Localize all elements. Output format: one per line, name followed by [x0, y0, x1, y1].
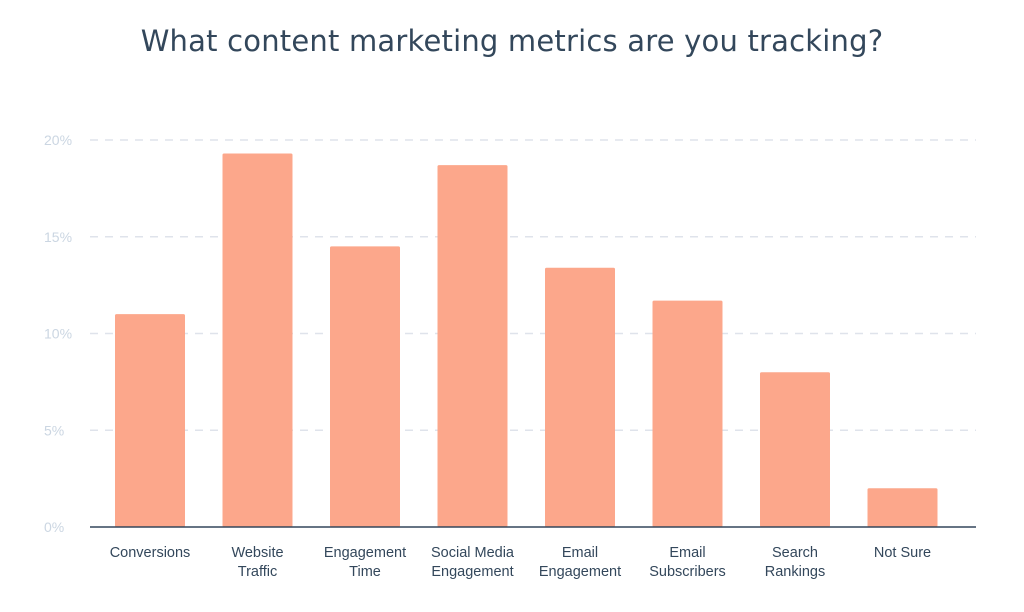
bar [867, 488, 938, 527]
x-tick-label: Conversions [110, 545, 191, 561]
bar [115, 314, 185, 527]
x-tick-label: Email Engagement [539, 545, 621, 580]
x-tick-label: Social Media Engagement [431, 545, 515, 580]
y-tick-label: 15% [44, 229, 72, 245]
x-axis-ticks: Conversions Website Traffic Engagement Time S… [110, 545, 931, 580]
x-tick-label: Engagement Time [324, 545, 406, 580]
bars [115, 153, 938, 528]
x-tick-label: Not Sure [874, 545, 931, 561]
x-tick-label: Email Subscribers [649, 545, 726, 580]
x-tick-label: Website Traffic [231, 545, 283, 580]
bar [545, 267, 615, 527]
bar [330, 246, 400, 528]
y-tick-label: 0% [44, 519, 64, 535]
y-tick-label: 20% [44, 132, 72, 148]
bar [437, 165, 508, 527]
chart-title: What content marketing metrics are you t… [140, 24, 884, 58]
y-tick-label: 5% [44, 422, 64, 438]
bar [760, 372, 830, 527]
x-tick-label: Search Rankings [765, 545, 825, 580]
bar [222, 153, 293, 528]
y-axis-ticks: 0% 5% 10% 15% 20% [44, 132, 72, 535]
bar [652, 300, 723, 527]
y-tick-label: 10% [44, 326, 72, 342]
